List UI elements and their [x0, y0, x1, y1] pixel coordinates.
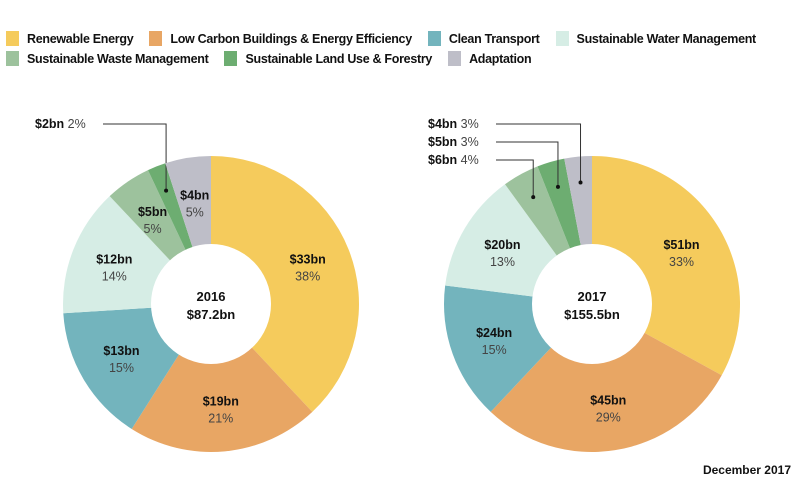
- slice-percent-label: 38%: [295, 270, 320, 284]
- legend-item: Clean Transport: [427, 30, 540, 47]
- donut-hole: [151, 244, 271, 364]
- slice-percent-label: 5%: [186, 205, 204, 219]
- donut-total: $155.5bn: [564, 307, 620, 322]
- slice-value-label: $51bn: [663, 238, 699, 252]
- legend-item: Low Carbon Buildings & Energy Efficiency: [149, 30, 412, 47]
- slice-percent-label: 15%: [482, 343, 507, 357]
- callout-line: [496, 159, 534, 198]
- legend-item: Adaptation: [448, 50, 532, 67]
- slice-value-label: $45bn: [590, 394, 626, 408]
- legend-swatch: [427, 31, 441, 46]
- callout-label: $5bn 3%: [428, 135, 479, 149]
- donut-slice: [211, 156, 360, 412]
- callout-dot: [531, 195, 536, 200]
- donut-total: $87.2bn: [187, 307, 235, 322]
- slice-percent-label: 15%: [109, 361, 134, 375]
- legend-label: Renewable Energy: [27, 31, 134, 46]
- legend-label: Sustainable Waste Management: [27, 51, 209, 66]
- callout-dot: [164, 188, 169, 193]
- legend-swatch: [555, 31, 569, 46]
- slice-value-label: $33bn: [290, 253, 326, 267]
- donut-year: 2016: [197, 289, 226, 304]
- legend-label: Adaptation: [469, 51, 532, 66]
- slice-value-label: $24bn: [476, 326, 512, 340]
- slice-value-label: $4bn: [180, 188, 209, 202]
- legend-swatch: [224, 51, 238, 66]
- legend-label: Clean Transport: [448, 31, 540, 46]
- legend: Renewable Energy Low Carbon Buildings & E…: [6, 30, 796, 67]
- legend-item: Sustainable Water Management: [555, 30, 757, 47]
- legend-swatch: [149, 31, 163, 46]
- legend-item: Sustainable Waste Management: [6, 50, 209, 67]
- donut-slice: [131, 304, 313, 453]
- callout-dot: [578, 180, 583, 185]
- legend-swatch: [6, 51, 19, 66]
- footer-date: December 2017: [702, 463, 791, 477]
- callout-line: [103, 123, 167, 191]
- slice-value-label: $19bn: [203, 395, 239, 409]
- slice-percent-label: 21%: [208, 412, 233, 426]
- donut-hole: [532, 244, 652, 364]
- callout-label: $6bn 4%: [428, 153, 479, 167]
- legend-label: Low Carbon Buildings & Energy Efficiency: [170, 31, 412, 46]
- slice-percent-label: 13%: [490, 255, 515, 269]
- slice-percent-label: 29%: [596, 411, 621, 425]
- slice-value-label: $12bn: [96, 253, 132, 267]
- slice-value-label: $13bn: [103, 344, 139, 358]
- slice-percent-label: 5%: [144, 222, 162, 236]
- legend-item: Renewable Energy: [6, 30, 134, 47]
- slice-value-label: $5bn: [138, 205, 167, 219]
- callout-label: $2bn 2%: [35, 117, 86, 131]
- callout-line: [496, 123, 582, 183]
- legend-swatch: [448, 51, 462, 66]
- callout-dot: [555, 184, 560, 189]
- slice-value-label: $20bn: [484, 238, 520, 252]
- legend-label: Sustainable Water Management: [576, 31, 757, 46]
- slice-percent-label: 33%: [669, 255, 694, 269]
- legend-item: Sustainable Land Use & Forestry: [224, 50, 432, 67]
- legend-label: Sustainable Land Use & Forestry: [245, 51, 433, 66]
- donut-year: 2017: [578, 289, 607, 304]
- callout-label: $4bn 3%: [428, 117, 479, 131]
- donut-slice: [490, 304, 722, 452]
- legend-swatch: [6, 31, 19, 46]
- callout-line: [496, 141, 559, 187]
- slice-percent-label: 14%: [102, 270, 127, 284]
